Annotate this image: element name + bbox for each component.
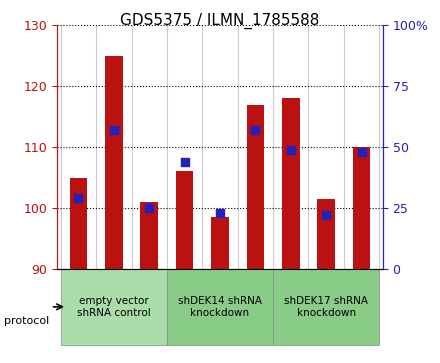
FancyBboxPatch shape <box>61 269 167 345</box>
Bar <box>353 147 370 269</box>
Bar <box>211 217 229 269</box>
Bar <box>140 202 158 269</box>
Text: protocol: protocol <box>4 316 50 326</box>
Text: shDEK17 shRNA
knockdown: shDEK17 shRNA knockdown <box>284 296 368 318</box>
Point <box>252 127 259 133</box>
Point <box>181 159 188 164</box>
Bar <box>282 98 300 269</box>
Bar <box>70 178 87 269</box>
Bar <box>105 56 123 269</box>
Point <box>146 205 153 211</box>
Point <box>110 127 117 133</box>
Bar <box>246 105 264 269</box>
Text: empty vector
shRNA control: empty vector shRNA control <box>77 296 151 318</box>
FancyBboxPatch shape <box>167 269 273 345</box>
Bar <box>176 171 194 269</box>
Point <box>358 149 365 155</box>
Text: shDEK14 shRNA
knockdown: shDEK14 shRNA knockdown <box>178 296 262 318</box>
Point <box>216 210 224 216</box>
Text: GDS5375 / ILMN_1785588: GDS5375 / ILMN_1785588 <box>120 13 320 29</box>
Point <box>323 212 330 218</box>
Bar <box>317 199 335 269</box>
Point <box>75 195 82 201</box>
FancyBboxPatch shape <box>273 269 379 345</box>
Point <box>287 147 294 152</box>
